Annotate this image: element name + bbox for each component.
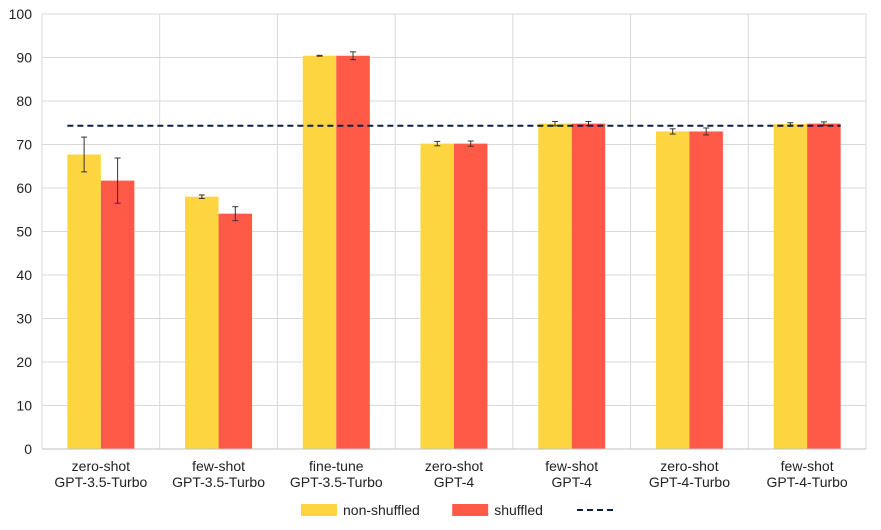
x-category-label-line: GPT-4: [434, 474, 475, 490]
bar-non-shuffled: [538, 123, 572, 450]
y-tick-label: 10: [16, 398, 32, 414]
x-category-label-line: GPT-4: [551, 474, 592, 490]
y-tick-label: 0: [24, 441, 32, 457]
legend-swatch-non-shuffled: [301, 504, 337, 516]
x-category-label: few-shot GPT-3.5-Turbo: [172, 458, 265, 490]
bar-non-shuffled: [185, 196, 219, 449]
y-tick-label: 100: [9, 6, 33, 22]
legend-label-shuffled: shuffled: [494, 502, 543, 518]
bar-shuffled: [336, 55, 370, 449]
y-tick-label: 80: [16, 93, 32, 109]
y-tick-label: 60: [16, 180, 32, 196]
x-category-label-line: zero-shot: [660, 458, 718, 474]
x-category-label-line: few-shot: [545, 458, 598, 474]
bar-shuffled: [807, 123, 841, 450]
bar-non-shuffled: [773, 124, 808, 450]
legend-label-non-shuffled: non-shuffled: [343, 502, 420, 518]
x-category-label: fine-tune GPT-3.5-Turbo: [290, 458, 383, 490]
y-tick-label: 30: [16, 311, 32, 327]
x-category-label-line: few-shot: [781, 458, 834, 474]
y-tick-label: 40: [16, 267, 32, 283]
x-category-label-line: GPT-3.5-Turbo: [172, 474, 265, 490]
bar-shuffled: [454, 143, 488, 449]
bar-non-shuffled: [302, 55, 337, 449]
bar-shuffled: [689, 131, 723, 449]
x-category-label-line: GPT-4-Turbo: [649, 474, 730, 490]
y-tick-label: 70: [16, 137, 32, 153]
legend-swatch-shuffled: [452, 504, 489, 516]
x-category-label-line: fine-tune: [309, 458, 364, 474]
x-category-label: few-shot GPT-4: [545, 458, 598, 490]
y-tick-label: 20: [16, 354, 32, 370]
x-category-label-line: zero-shot: [425, 458, 483, 474]
bar-non-shuffled: [420, 143, 454, 449]
x-category-label-line: GPT-4-Turbo: [767, 474, 848, 490]
x-category-label: zero-shot GPT-4-Turbo: [649, 458, 730, 490]
x-category-label: zero-shot GPT-4: [425, 458, 483, 490]
y-tick-label: 90: [16, 50, 32, 66]
bar-shuffled: [571, 123, 606, 450]
x-category-label: zero-shot GPT-3.5-Turbo: [54, 458, 147, 490]
x-category-label: few-shot GPT-4-Turbo: [767, 458, 848, 490]
x-category-label-line: GPT-3.5-Turbo: [290, 474, 383, 490]
bar-shuffled: [218, 213, 253, 449]
x-category-label-line: zero-shot: [72, 458, 130, 474]
x-category-label-line: GPT-3.5-Turbo: [54, 474, 147, 490]
y-tick-label: 50: [16, 224, 32, 240]
bar-non-shuffled: [67, 154, 101, 449]
bar-shuffled: [100, 180, 135, 450]
x-category-label-line: few-shot: [192, 458, 245, 474]
bar-non-shuffled: [655, 131, 690, 449]
